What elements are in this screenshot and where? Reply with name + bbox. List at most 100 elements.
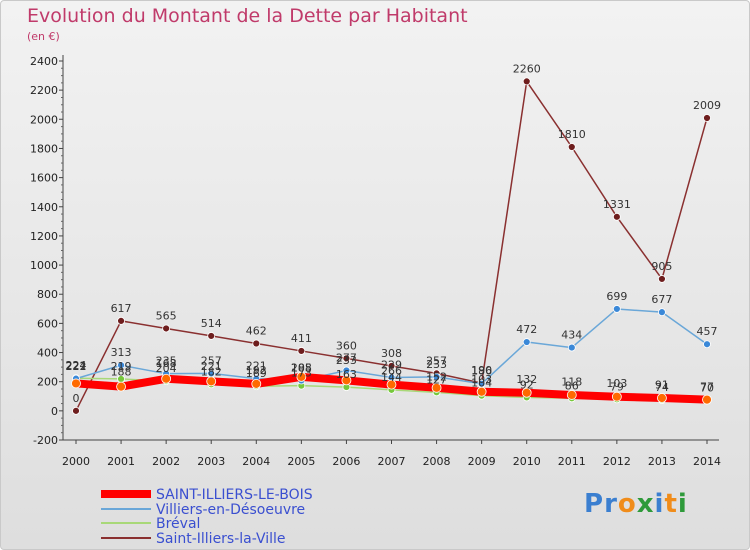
- data-point-1-6: [342, 366, 351, 375]
- y-tick-label: 1400: [30, 201, 58, 214]
- x-tick-label: 2000: [62, 455, 90, 468]
- proxiti-logo: Proxiti: [584, 489, 688, 519]
- x-tick-label: 2009: [468, 455, 496, 468]
- annotation-label-3: 221: [201, 360, 222, 373]
- y-tick-label: 1000: [30, 259, 58, 272]
- data-point-0-5: [296, 371, 307, 382]
- data-point-3-0: [72, 406, 80, 415]
- data-label-1-9: 186: [471, 365, 492, 378]
- data-point-3-7: [387, 362, 396, 370]
- data-point-1-10: [522, 338, 531, 346]
- data-label-1-7: 229: [381, 358, 402, 371]
- series-layer: [71, 77, 712, 415]
- legend-label-3: Saint-Illiers-la-Ville: [156, 531, 286, 547]
- data-point-0-6: [341, 375, 352, 386]
- data-point-1-8: [432, 372, 441, 381]
- data-point-0-12: [611, 391, 622, 402]
- data-label-1-3: 257: [201, 354, 222, 367]
- data-label-3-2: 565: [156, 309, 177, 322]
- data-point-1-13: [658, 308, 666, 317]
- x-tick-label: 2003: [197, 455, 225, 468]
- data-point-3-6: [342, 354, 351, 363]
- data-point-3-1: [117, 317, 125, 325]
- data-label-0-14: 77: [700, 381, 714, 394]
- data-point-0-4: [251, 378, 262, 389]
- legend-label-0: SAINT-ILLIERS-LE-BOIS: [156, 487, 313, 503]
- data-point-3-3: [207, 332, 216, 340]
- y-tick-label: 1800: [30, 142, 58, 155]
- data-label-2-10: 92: [520, 378, 534, 391]
- logo-letter: P: [584, 489, 605, 519]
- x-tick-label: 2010: [513, 455, 541, 468]
- x-tick-label: 2007: [378, 455, 406, 468]
- data-label-3-5: 411: [291, 332, 312, 345]
- logo-letter: r: [604, 489, 618, 519]
- data-label-2-5: 173: [291, 367, 312, 380]
- data-label-1-2: 235: [156, 355, 177, 368]
- data-point-3-11: [567, 143, 576, 151]
- data-label-3-9: 190: [471, 364, 492, 377]
- data-label-1-13: 677: [651, 293, 672, 306]
- data-label-3-12: 1331: [603, 198, 631, 211]
- data-label-1-6: 277: [336, 351, 357, 364]
- annotation-label-8: 152: [426, 370, 447, 383]
- data-label-1-8: 233: [426, 358, 447, 371]
- annotation-label-0: 222: [66, 360, 87, 373]
- logo-letter: i: [677, 489, 688, 519]
- data-label-2-14: 70: [700, 382, 714, 395]
- data-point-1-14: [703, 340, 711, 349]
- x-tick-label: 2012: [603, 455, 631, 468]
- y-tick-label: -200: [33, 434, 58, 447]
- annotation-label-5: 185: [291, 362, 312, 375]
- legend-label-1: Villiers-en-Désoeuvre: [156, 502, 305, 518]
- data-label-2-7: 144: [381, 371, 402, 384]
- annotation-label-9: 103: [471, 373, 492, 386]
- data-point-0-2: [161, 373, 172, 384]
- annotation-label-4: 192: [246, 364, 267, 377]
- data-point-0-1: [116, 381, 126, 392]
- chart-title: Evolution du Montant de la Dette par Hab…: [27, 5, 468, 27]
- annotation-label-12: 103: [606, 377, 627, 390]
- axes: -200 0 200 400 600 800 1000 1200 1400 1600 1800 200…: [30, 55, 721, 468]
- data-label-3-0: 0: [73, 392, 80, 405]
- x-tick-label: 2002: [152, 455, 180, 468]
- data-point-0-9: [476, 386, 487, 397]
- data-label-3-6: 360: [336, 339, 357, 352]
- annotation-label-2: 168: [156, 357, 177, 370]
- data-point-0-3: [206, 376, 217, 387]
- x-tick-label: 2011: [558, 455, 586, 468]
- legend: SAINT-ILLIERS-LE-BOISVilliers-en-Désoeuv…: [101, 487, 313, 547]
- data-label-3-8: 257: [426, 354, 447, 367]
- data-point-0-8: [431, 382, 442, 393]
- data-point-1-1: [117, 361, 125, 370]
- data-point-3-12: [612, 212, 621, 221]
- y-tick-label: 800: [37, 288, 58, 301]
- data-label-2-6: 163: [336, 368, 357, 381]
- data-point-0-0: [71, 378, 81, 389]
- x-tick-label: 2008: [423, 455, 451, 468]
- y-tick-label: 0: [51, 405, 58, 418]
- data-point-3-2: [162, 324, 171, 333]
- x-tick-label: 2004: [242, 455, 270, 468]
- annotation-label-6: 233: [336, 354, 357, 367]
- y-tick-label: 2000: [30, 113, 58, 126]
- data-label-2-9: 104: [471, 377, 492, 390]
- data-label-3-10: 2260: [513, 62, 541, 75]
- data-point-3-4: [252, 339, 261, 348]
- data-point-3-13: [658, 275, 666, 283]
- data-label-3-11: 1810: [558, 128, 586, 141]
- data-label-2-12: 79: [610, 380, 624, 393]
- data-label-3-7: 308: [381, 347, 402, 360]
- data-label-1-10: 472: [516, 323, 537, 336]
- data-label-2-11: 86: [565, 379, 579, 392]
- x-tick-label: 2013: [648, 455, 676, 468]
- data-label-3-3: 514: [201, 317, 222, 330]
- x-tick-label: 2001: [107, 455, 135, 468]
- data-label-1-1: 313: [111, 346, 132, 359]
- chart-subtitle: (en €): [27, 30, 60, 43]
- data-point-0-14: [702, 394, 712, 405]
- data-label-2-3: 182: [201, 365, 222, 378]
- data-point-1-11: [567, 343, 576, 352]
